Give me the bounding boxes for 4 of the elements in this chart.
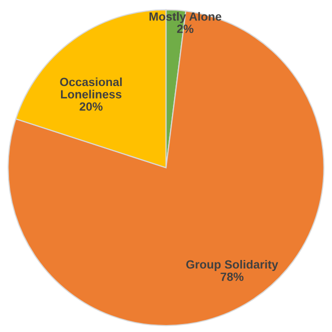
slice-label: Group Solidarity xyxy=(186,260,278,271)
data-label: 78% xyxy=(220,272,244,281)
slice-label: Occasional Loneliness xyxy=(60,77,122,98)
data-label: 20% xyxy=(80,102,103,111)
